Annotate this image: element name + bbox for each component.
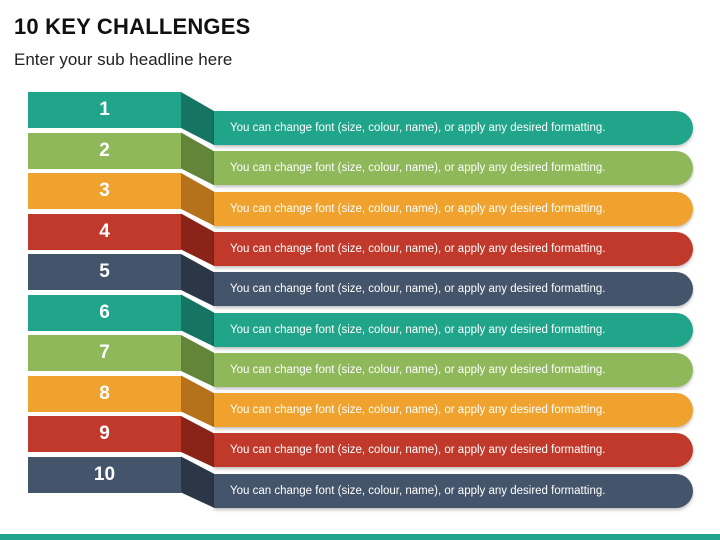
connector-fold [181,132,214,186]
connector-fold [181,213,214,266]
connector-fold [181,375,214,428]
challenge-text: You can change font (size, colour, name)… [230,283,606,296]
challenge-bar-9: You can change font (size, colour, name)… [214,433,693,468]
footer-accent-line [0,534,720,540]
connector-fold [181,335,214,387]
page-subtitle: Enter your sub headline here [14,50,233,69]
challenge-bar-8: You can change font (size, colour, name)… [214,393,693,428]
challenge-number-1: 1 [28,92,181,128]
challenge-text: You can change font (size, colour, name)… [230,122,606,134]
challenge-number-label: 2 [99,139,110,161]
challenge-number-2: 2 [28,132,181,169]
challenge-number-label: 1 [99,99,110,120]
connector-fold [181,456,214,508]
challenge-number-label: 5 [99,261,110,282]
connector-fold [181,294,214,347]
challenge-number-label: 6 [99,301,110,323]
challenge-bar-6: You can change font (size, colour, name)… [214,312,693,347]
challenge-bar-7: You can change font (size, colour, name)… [214,352,693,387]
challenge-number-6: 6 [28,294,181,331]
challenge-number-7: 7 [28,335,181,371]
challenge-text: You can change font (size, colour, name)… [230,162,606,175]
connector-fold [181,92,214,145]
challenge-number-label: 10 [93,463,116,485]
challenge-bar-2: You can change font (size, colour, name)… [214,151,693,186]
challenge-number-3: 3 [28,173,181,209]
challenge-text: You can change font (size, colour, name)… [230,202,606,215]
challenge-bar-4: You can change font (size, colour, name)… [214,231,693,266]
challenge-number-5: 5 [28,254,181,290]
connector-fold [181,173,214,226]
challenge-bar-3: You can change font (size, colour, name)… [214,191,693,226]
challenge-number-label: 4 [99,220,110,242]
connector-fold [181,416,214,468]
challenge-text: You can change font (size, colour, name)… [230,484,606,497]
challenge-text: You can change font (size, colour, name)… [230,242,606,255]
challenge-number-9: 9 [28,416,181,452]
challenge-bar-10: You can change font (size, colour, name)… [214,473,693,508]
challenge-bar-1: You can change font (size, colour, name)… [214,111,693,145]
connector-fold [181,254,214,307]
challenge-text: You can change font (size, colour, name)… [230,444,606,457]
challenge-text: You can change font (size, colour, name)… [230,363,606,376]
page-title: 10 KEY CHALLENGES [14,14,251,39]
challenge-number-4: 4 [28,213,181,250]
challenge-number-label: 9 [99,423,110,444]
challenge-number-8: 8 [28,375,181,412]
challenge-number-10: 10 [28,456,181,493]
challenge-text: You can change font (size, colour, name)… [230,404,606,417]
challenge-number-label: 3 [99,180,110,201]
challenge-bar-5: You can change font (size, colour, name)… [214,272,693,307]
challenge-number-label: 8 [99,382,110,404]
challenge-number-label: 7 [99,342,110,363]
challenge-text: You can change font (size, colour, name)… [230,323,606,336]
